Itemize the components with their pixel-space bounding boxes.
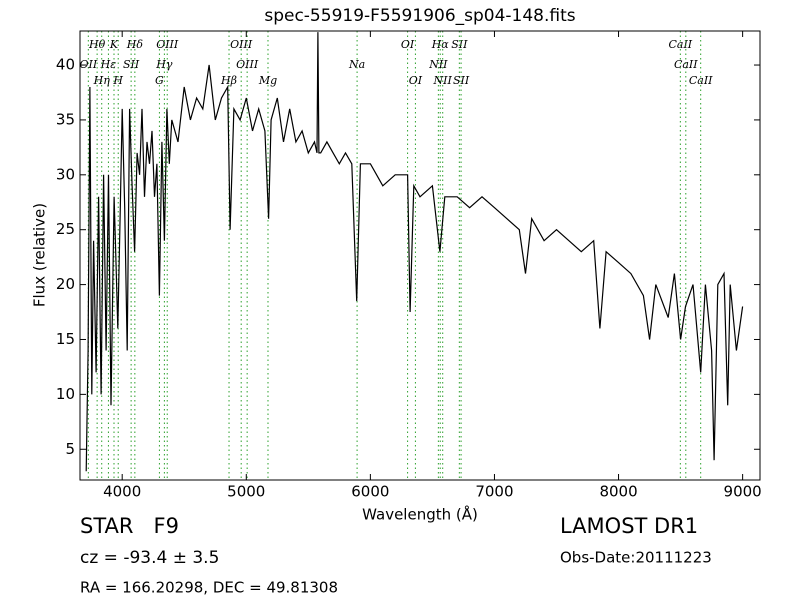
y-tick-label: 35 <box>56 110 75 128</box>
y-tick-label: 20 <box>56 275 75 293</box>
spectral-line-label: Hη <box>93 74 111 87</box>
spectral-line-label: SII <box>453 74 470 87</box>
y-tick-label: 25 <box>56 220 75 238</box>
coordinates-label: RA = 166.20298, DEC = 49.81308 <box>80 579 338 597</box>
spectral-line-label: CaII <box>668 38 692 51</box>
chart-title: spec-55919-F5591906_sp04-148.fits <box>264 6 575 26</box>
y-axis-label: Flux (relative) <box>31 203 49 307</box>
x-tick-label: 5000 <box>227 483 265 501</box>
obs-date-label: Obs-Date:20111223 <box>560 549 712 567</box>
spectral-line-label: CaII <box>674 58 698 71</box>
spectral-line-label: OII <box>79 58 97 71</box>
spectral-line-label: OIII <box>156 38 179 51</box>
plot-frame <box>79 30 761 481</box>
x-tick-label: 4000 <box>103 483 141 501</box>
spectral-line-label: Hε <box>100 58 117 71</box>
spectral-line-label: Hδ <box>126 38 144 51</box>
spectral-line-label: Hα <box>431 38 450 51</box>
y-tick-label: 40 <box>56 56 75 74</box>
spectral-line-label: NII <box>433 74 453 87</box>
spectral-line-label: Hθ <box>88 38 106 51</box>
x-tick-label: 6000 <box>351 483 389 501</box>
y-tick-label: 15 <box>56 330 75 348</box>
x-tick-label: 7000 <box>475 483 513 501</box>
spectral-line-label: K <box>109 38 119 51</box>
spectral-line-label: SII <box>451 38 468 51</box>
spectrum-line <box>85 32 744 472</box>
spectral-line-label: G <box>155 74 164 87</box>
spectral-line-label: OIII <box>236 58 259 71</box>
spectral-line-label: OI <box>401 38 415 51</box>
y-tick-label: 5 <box>65 440 75 458</box>
spectral-line-label: Hβ <box>220 74 237 87</box>
spectral-line-label: OI <box>409 74 423 87</box>
x-tick-label: 8000 <box>599 483 637 501</box>
y-tick-label: 30 <box>56 165 75 183</box>
spectral-line-label: Mg <box>258 74 277 87</box>
y-tick-label: 10 <box>56 385 75 403</box>
spectral-line-label: CaII <box>689 74 713 87</box>
redshift-label: cz = -93.4 ± 3.5 <box>80 548 219 568</box>
spectral-line-label: SII <box>123 58 140 71</box>
survey-label: LAMOST DR1 <box>560 514 698 538</box>
spectral-line-label: OIII <box>230 38 253 51</box>
x-axis-label: Wavelength (Å) <box>362 505 478 524</box>
class-label: STAR F9 <box>80 514 179 538</box>
spectral-line-label: Hγ <box>155 58 173 71</box>
spectral-line-label: H <box>112 74 123 87</box>
spectral-line-label: Na <box>348 58 365 71</box>
x-tick-label: 9000 <box>724 483 762 501</box>
spectral-line-label: NII <box>428 58 448 71</box>
